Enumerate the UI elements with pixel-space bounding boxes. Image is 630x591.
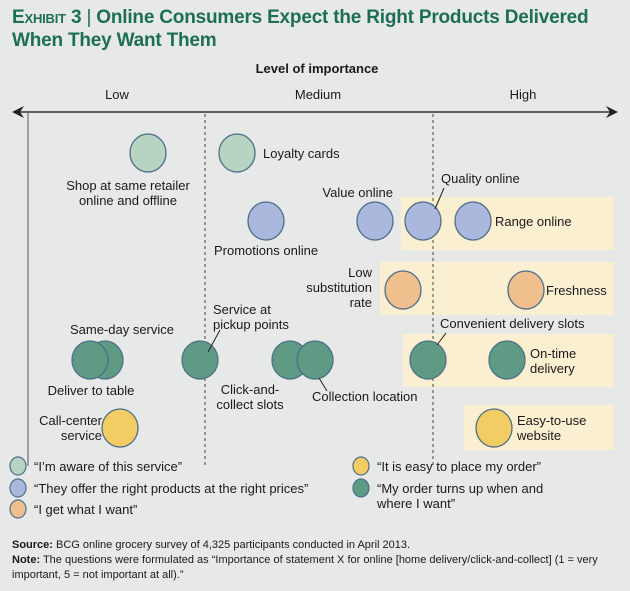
axis-title: Level of importance [256,61,379,76]
point-label: Call-center service [39,413,103,443]
exhibit-title: Exhibit 3 | Online Consumers Expect the … [12,6,622,52]
importance-chart: Level of importance Low Medium High Shop at … [9,61,618,519]
point-collection-location: Collection location [296,340,418,404]
legend-swatch [352,456,370,476]
point-circle [181,340,219,380]
source-text: BCG online grocery survey of 4,325 parti… [52,539,411,551]
point-label: Loyalty cards [263,146,340,161]
point-value-online: Value online [322,185,394,241]
point-label: Click-and-collect slots [216,382,284,412]
point-circle [454,201,492,241]
leader-line [318,377,328,392]
point-service-at-pickup-points: Service at pickup points [181,302,289,380]
point-label: Deliver to table [48,383,135,398]
point-label: Promotions online [214,243,318,258]
point-circle [218,133,256,173]
leader-line [436,332,447,346]
point-on-time-delivery: On-time delivery [488,340,576,380]
point-label: Same-day service [70,322,174,337]
source-note: Source: BCG online grocery survey of 4,3… [12,538,622,553]
point-circle [475,408,513,448]
point-convenient-delivery-slots: Convenient delivery slots [409,316,585,380]
legend-item-products: “They offer the right products at the ri… [9,478,308,498]
point-circle [409,340,447,380]
note: Note: The questions were formulated as “… [12,553,622,583]
point-circle [384,270,422,310]
point-label: Freshness [546,283,607,298]
point-label: On-time delivery [530,346,576,376]
legend-item-want: “I get what I want” [9,499,137,519]
axis-category-label-high: High [510,87,537,102]
point-label: Easy-to-use website [516,413,586,443]
legend-label: “I get what I want” [34,502,137,517]
legend-swatch [9,456,27,476]
point-deliver-to-table: Deliver to table [48,340,135,398]
point-label: Shop at same retailer online and offline [66,178,190,208]
point-range-online: Range online [454,201,572,241]
axis-category-label-medium: Medium [295,87,341,102]
note-text: The questions were formulated as “Import… [12,554,598,581]
legend-label: “It is easy to place my order” [377,459,541,474]
point-freshness: Freshness [507,270,607,310]
point-quality-online: Quality online [404,171,520,241]
arrow-right-icon [606,106,618,118]
arrow-left-icon [12,106,24,118]
point-circle [71,340,109,380]
point-circle [101,408,139,448]
axis-category-label-low: Low [105,87,129,102]
point-label: Convenient delivery slots [440,316,585,331]
point-circle [129,133,167,173]
legend-item-easy: “It is easy to place my order” [352,456,541,476]
legend-item-aware: “I’m aware of this service” [9,456,182,476]
point-click-and-collect-slots: Click-and-collect slots [216,340,309,412]
point-circle [404,201,442,241]
title-text: Online Consumers Expect the Right Produc… [12,7,589,51]
point-loyalty-cards: Loyalty cards [218,133,340,173]
legend-swatch [9,499,27,519]
point-circle [296,340,334,380]
point-label: Collection location [312,389,418,404]
point-low-substitution-rate: Low substitution rate [306,265,422,310]
legend-item-delivery: “My order turns up when and where I want” [352,478,543,511]
title-separator: | [86,7,92,28]
point-label: Quality online [441,171,520,186]
legend-label: “My order turns up when and where I want” [376,481,543,511]
point-label: Range online [495,214,572,229]
point-shop-at-same-retailer-online-and-offline: Shop at same retailer online and offline [66,133,190,208]
point-circle [247,201,285,241]
point-easy-to-use-website: Easy-to-use website [475,408,586,448]
legend-swatch [352,478,370,498]
legend-label: “They offer the right products at the ri… [34,481,308,496]
note-label: Note: [12,554,41,566]
point-label: Service at pickup points [213,302,289,332]
point-circle [356,201,394,241]
legend-swatch [9,478,27,498]
point-circle [507,270,545,310]
leader-line [207,329,221,353]
source-label: Source: [12,539,53,551]
point-label: Low substitution rate [306,265,372,310]
footnotes: Source: BCG online grocery survey of 4,3… [12,538,622,583]
exhibit-number: Exhibit 3 [12,7,82,28]
point-call-center-service: Call-center service [39,408,139,448]
legend-label: “I’m aware of this service” [34,459,182,474]
leader-line [434,187,445,210]
point-promotions-online: Promotions online [214,201,318,258]
point-circle [488,340,526,380]
point-label: Value online [322,185,393,200]
